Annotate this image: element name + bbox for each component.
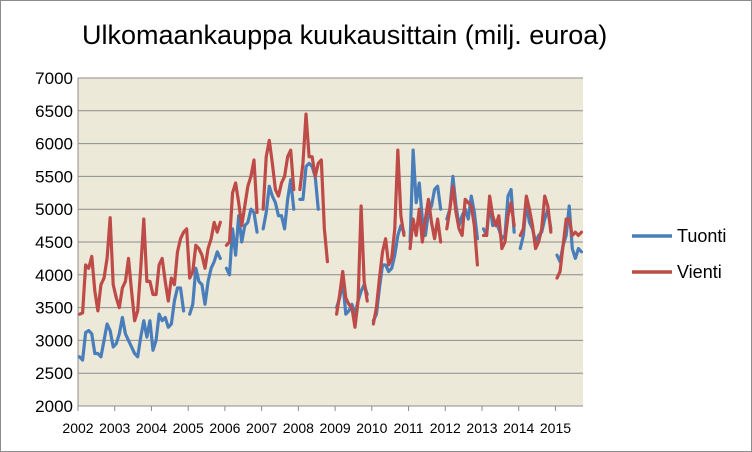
x-tick-label: 2004: [136, 420, 167, 436]
y-tick-label: 6000: [35, 135, 73, 154]
x-tick-label: 2007: [246, 420, 277, 436]
x-tick-label: 2003: [99, 420, 130, 436]
grid-lines: [78, 77, 583, 407]
chart-title: Ulkomaankauppa kuukausittain (milj. euro…: [82, 20, 608, 50]
y-tick-label: 2000: [35, 397, 73, 416]
y-tick-label: 4000: [35, 266, 73, 285]
y-tick-label: 7000: [35, 69, 73, 88]
y-tick-label: 5000: [35, 200, 73, 219]
x-tick-label: 2012: [430, 420, 461, 436]
series-line-vienti: [77, 112, 584, 329]
y-tick-label: 3000: [35, 331, 73, 350]
x-tick-label: 2009: [320, 420, 351, 436]
x-tick-label: 2005: [173, 420, 204, 436]
x-tick-label: 2014: [503, 420, 534, 436]
legend-label-vienti: Vienti: [677, 262, 722, 282]
x-axis-ticks: 2002 2003 2004 2005 2006 2007 2008 2009 2010 2011…: [62, 78, 571, 436]
x-tick-label: 2013: [466, 420, 497, 436]
series-lines: [77, 112, 584, 362]
x-tick-label: 2010: [356, 420, 387, 436]
y-tick-label: 3500: [35, 299, 73, 318]
x-tick-label: 2006: [209, 420, 240, 436]
legend-label-tuonti: Tuonti: [677, 226, 726, 246]
x-tick-label: 2015: [540, 420, 571, 436]
y-axis-ticks: 2000 2500 3000 3500 4000 4500 5000 5500 6000 6500…: [35, 69, 73, 416]
y-tick-label: 5500: [35, 167, 73, 186]
y-tick-label: 2500: [35, 364, 73, 383]
x-tick-label: 2008: [283, 420, 314, 436]
x-tick-label: 2011: [393, 420, 423, 436]
x-tick-label: 2002: [62, 420, 93, 436]
y-tick-label: 4500: [35, 233, 73, 252]
legend: Tuonti Vienti: [632, 226, 726, 282]
y-tick-label: 6500: [35, 102, 73, 121]
